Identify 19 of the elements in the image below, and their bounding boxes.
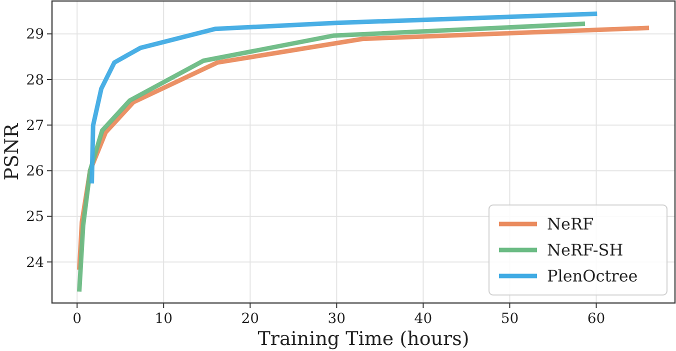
line-series	[90, 12, 600, 186]
x-tick-label: 0	[72, 311, 82, 327]
legend-label: NeRF	[547, 214, 594, 234]
x-tick-label: 30	[328, 311, 346, 327]
y-tick-label: 26	[26, 164, 44, 180]
y-axis-title: PSNR	[1, 122, 23, 180]
legend-label: NeRF-SH	[547, 240, 624, 260]
y-tick-label: 28	[26, 72, 44, 88]
y-tick-label: 25	[26, 209, 44, 226]
x-axis-title: Training Time (hours)	[258, 328, 470, 350]
legend-label: PlenOctree	[547, 266, 638, 286]
x-tick-label: 10	[154, 311, 173, 327]
y-tick-label: 29	[26, 26, 44, 43]
y-tick-label: 27	[26, 118, 44, 134]
x-tick-label: 60	[587, 311, 606, 327]
y-tick-label: 24	[26, 254, 44, 271]
x-tick-label: 40	[414, 311, 432, 327]
x-tick-label: 50	[500, 311, 519, 327]
x-tick-label: 20	[241, 311, 260, 327]
